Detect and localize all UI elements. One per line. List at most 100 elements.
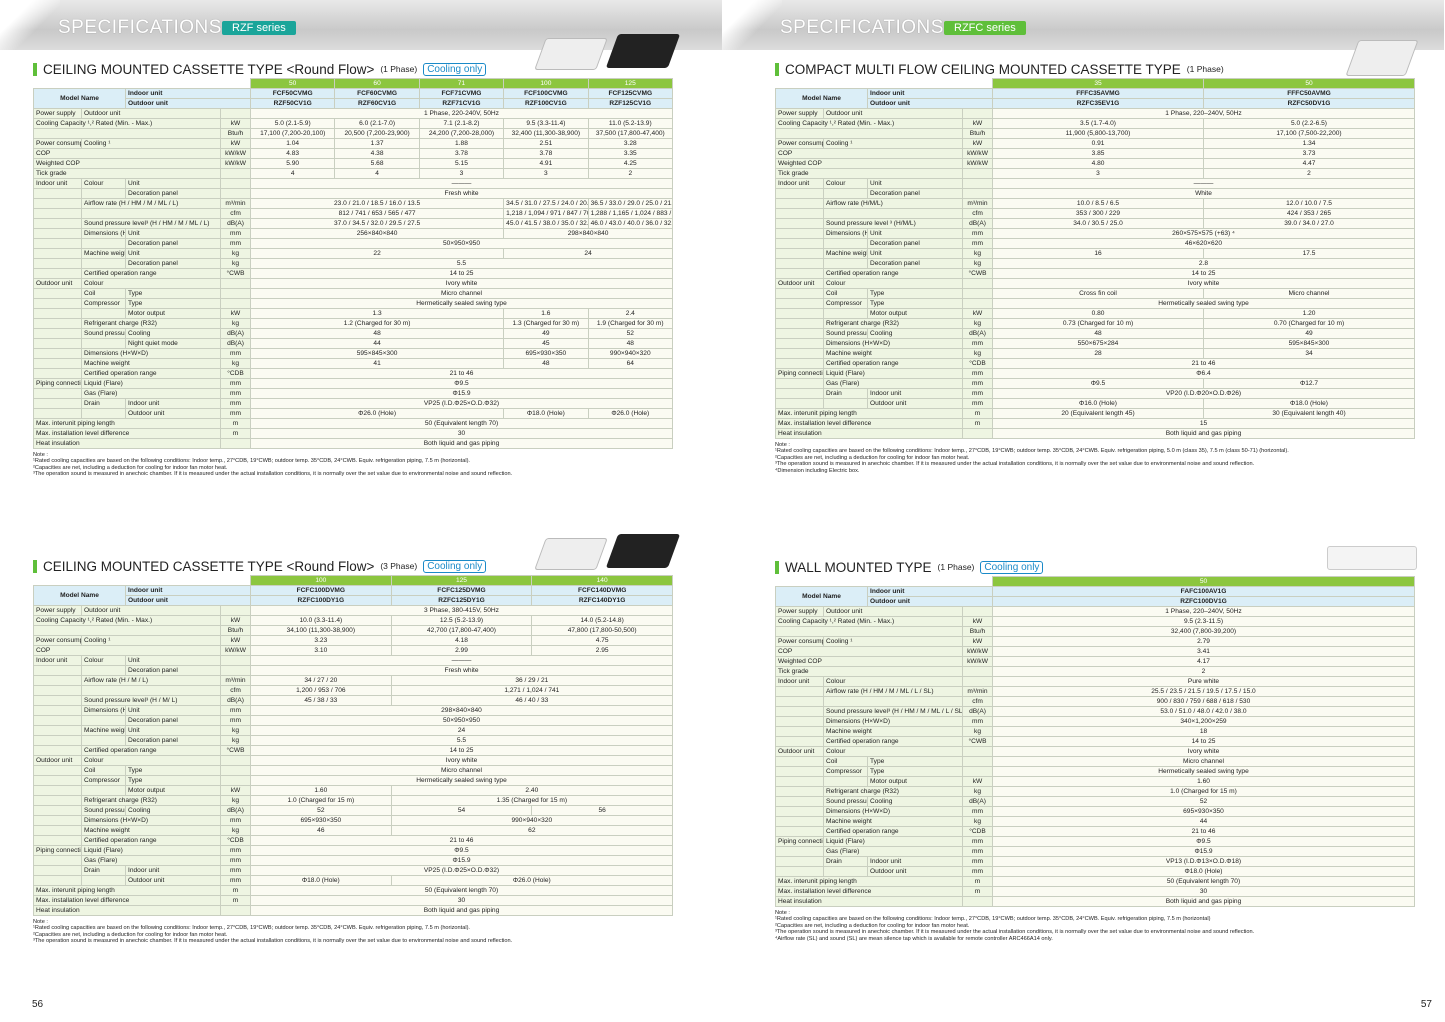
spec-row: Airflow rate (H/M/L) m³/min 10.0 / 8.5 / 6… bbox=[775, 198, 1415, 209]
unit: dB(A) bbox=[962, 218, 993, 229]
row-label: Piping connections bbox=[33, 378, 82, 389]
unit bbox=[962, 278, 993, 289]
row-label: COP bbox=[33, 148, 221, 159]
spec-row: Drain Indoor unit mm VP25 (I.D.Φ25×O.D.Φ32) bbox=[33, 398, 673, 409]
spec-value: Both liquid and gas piping bbox=[992, 428, 1415, 439]
row-label: Heat insulation bbox=[775, 428, 963, 439]
spec-value: 14 to 25 bbox=[992, 736, 1415, 747]
spec-section: WALL MOUNTED TYPE (1 Phase) Cooling only 50… bbox=[775, 558, 1415, 942]
row-label: Cooling Capacity ¹,² Rated (Min. - Max.) bbox=[775, 616, 963, 627]
row-label bbox=[775, 358, 824, 369]
row-label: Machine weight bbox=[81, 825, 221, 836]
spec-row: Max. interunit piping length m 50 (Equival… bbox=[33, 418, 673, 429]
indoor-model: FCFC140DVMG bbox=[531, 585, 673, 596]
unit: kW bbox=[220, 308, 251, 319]
model-class: 60 bbox=[334, 78, 420, 89]
row-label: Outdoor unit bbox=[775, 746, 824, 757]
unit bbox=[962, 746, 993, 757]
row-label bbox=[33, 675, 82, 686]
spec-row: Certified operation range °CWB 14 to 25 bbox=[33, 268, 673, 279]
unit: mm bbox=[220, 875, 251, 886]
row-label bbox=[33, 715, 82, 726]
row-label bbox=[775, 328, 824, 339]
outdoor-label: Outdoor unit bbox=[125, 98, 251, 109]
spec-row: Heat insulation Both liquid and gas pipin… bbox=[775, 896, 1415, 907]
unit: mm bbox=[220, 228, 251, 239]
row-label bbox=[33, 338, 82, 349]
phase: (1 Phase) bbox=[1186, 64, 1224, 74]
spec-row: Certified operation range °CDB 21 to 46 bbox=[775, 358, 1415, 369]
note: Note : bbox=[775, 442, 790, 448]
outdoor-model: RZF50CV1G bbox=[249, 98, 336, 109]
indoor-model: FCF71CVMG bbox=[418, 88, 505, 99]
row-label bbox=[33, 408, 82, 419]
row-label: Unit bbox=[867, 178, 963, 189]
row-label: Outdoor unit bbox=[867, 866, 963, 877]
cooling-badge: Cooling only bbox=[980, 560, 1044, 574]
row-label: Drain bbox=[81, 865, 126, 876]
spec-value: 4.17 bbox=[992, 656, 1415, 667]
unit: kW/kW bbox=[962, 646, 993, 657]
section-heading: COMPACT MULTI FLOW CEILING MOUNTED CASSE… bbox=[785, 61, 1181, 77]
spec-row: Certified operation range °CWB 14 to 25 bbox=[33, 745, 673, 756]
outdoor-model: RZFC100DY1G bbox=[250, 595, 392, 606]
spec-row: Certified operation range °CDB 21 to 46 bbox=[775, 826, 1415, 837]
notes: Note : ¹Rated cooling capacities are base… bbox=[775, 910, 1415, 942]
unit bbox=[220, 438, 251, 449]
spec-row: Decoration panel White bbox=[775, 188, 1415, 199]
spec-value: 11.0 (5.2-13.9) bbox=[587, 118, 674, 129]
spec-row: Certified operation range °CWB 14 to 25 bbox=[775, 736, 1415, 747]
spec-value: 812 / 741 / 653 / 565 / 477 bbox=[249, 208, 505, 219]
series-badge: RZF series bbox=[222, 21, 296, 35]
row-label: Decoration panel bbox=[125, 188, 221, 199]
unit: mm bbox=[962, 388, 993, 399]
spec-row: Coil Type Cross fin coil Micro channel bbox=[775, 288, 1415, 299]
unit: Btu/h bbox=[220, 625, 251, 636]
indoor-model: FCF60CVMG bbox=[334, 88, 420, 99]
spec-row: Weighted COP kW/kW 4.17 bbox=[775, 656, 1415, 667]
row-label: Power supply bbox=[775, 108, 824, 119]
spec-value: ——— bbox=[992, 178, 1415, 189]
row-label: Unit bbox=[867, 228, 963, 239]
spec-value: 12.5 (5.2-13.9) bbox=[390, 615, 533, 626]
row-label bbox=[775, 308, 824, 319]
spec-value: 0.80 bbox=[992, 308, 1204, 319]
row-label: Max. interunit piping length bbox=[775, 876, 963, 887]
spec-value: 44 bbox=[249, 338, 505, 349]
row-label bbox=[33, 258, 82, 269]
row-label: Type bbox=[125, 765, 221, 776]
page-number: 57 bbox=[1420, 999, 1432, 1010]
spec-value: 28 bbox=[992, 348, 1204, 359]
spec-row: Decoration panel kg 2.8 bbox=[775, 258, 1415, 269]
unit: mm bbox=[220, 715, 251, 726]
row-label bbox=[81, 685, 221, 696]
unit: mm bbox=[962, 856, 993, 867]
spec-value: Ivory white bbox=[250, 755, 673, 766]
spec-value: 42,700 (17,800-47,400) bbox=[390, 625, 533, 636]
row-label bbox=[823, 208, 963, 219]
section-title: CEILING MOUNTED CASSETTE TYPE <Round Flo… bbox=[33, 557, 673, 575]
unit: mm bbox=[220, 408, 251, 419]
spec-value: 48 bbox=[249, 328, 505, 339]
unit bbox=[962, 896, 993, 907]
row-label: Outdoor unit bbox=[33, 278, 82, 289]
row-label bbox=[33, 188, 82, 199]
row-label bbox=[775, 258, 824, 269]
spec-value: Φ12.7 bbox=[1203, 378, 1415, 389]
note: ³The operation sound is measured in anec… bbox=[33, 938, 513, 945]
spec-value: Ivory white bbox=[992, 746, 1415, 757]
row-label bbox=[33, 865, 82, 876]
row-label: Sound pressure level³ bbox=[81, 328, 126, 339]
row-label bbox=[775, 298, 824, 309]
unit: mm bbox=[962, 836, 993, 847]
spec-value: 2.51 bbox=[503, 138, 589, 149]
row-label: Drain bbox=[823, 856, 868, 867]
unit bbox=[220, 108, 251, 119]
spec-row: Indoor unit Colour Unit ——— bbox=[33, 178, 673, 189]
spec-value: VP25 (I.D.Φ25×O.D.Φ32) bbox=[250, 398, 673, 409]
spec-row: Decoration panel mm 46×620×620 bbox=[775, 238, 1415, 249]
spec-row: Motor output kW 1.3 1.6 2.4 bbox=[33, 308, 674, 319]
row-label: Weighted COP bbox=[775, 656, 963, 667]
unit bbox=[962, 188, 993, 199]
spec-row: Decoration panel mm 50×950×950 bbox=[33, 715, 673, 726]
